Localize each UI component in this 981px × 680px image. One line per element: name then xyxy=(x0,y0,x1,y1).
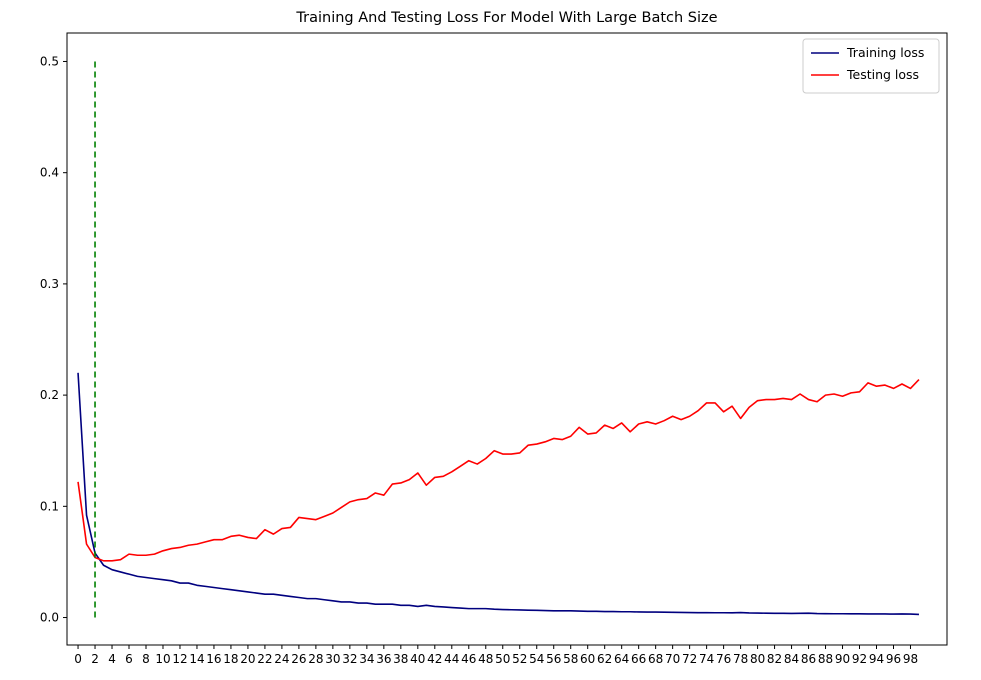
y-tick-label: 0.0 xyxy=(40,611,59,625)
x-tick-label: 54 xyxy=(529,652,544,666)
y-tick-label: 0.4 xyxy=(40,166,59,180)
y-axis: 0.0 0.1 0.2 0.3 0.4 0.5 xyxy=(40,54,67,625)
x-tick-label: 66 xyxy=(631,652,646,666)
x-tick-label: 12 xyxy=(172,652,187,666)
x-tick-label: 22 xyxy=(257,652,272,666)
x-tick-label: 92 xyxy=(852,652,867,666)
legend: Training loss Testing loss xyxy=(802,38,940,94)
x-tick-label: 14 xyxy=(189,652,204,666)
x-tick-label: 52 xyxy=(512,652,527,666)
legend-label: Training loss xyxy=(846,45,924,60)
x-tick-label: 64 xyxy=(614,652,629,666)
x-tick-label: 48 xyxy=(478,652,493,666)
y-tick-label: 0.1 xyxy=(40,499,59,513)
y-tick-label: 0.3 xyxy=(40,277,59,291)
x-tick-label: 20 xyxy=(240,652,255,666)
x-tick-label: 58 xyxy=(563,652,578,666)
x-tick-label: 38 xyxy=(393,652,408,666)
x-tick-label: 42 xyxy=(427,652,442,666)
x-tick-label: 40 xyxy=(410,652,425,666)
x-tick-label: 90 xyxy=(835,652,850,666)
x-tick-label: 16 xyxy=(206,652,221,666)
chart-title: Training And Testing Loss For Model With… xyxy=(295,10,717,26)
x-tick-label: 4 xyxy=(108,652,116,666)
x-tick-label: 32 xyxy=(342,652,357,666)
x-tick-label: 60 xyxy=(580,652,595,666)
x-tick-label: 8 xyxy=(142,652,150,666)
x-axis: 0 2 4 6 8 10 12 14 16 18 20 22 24 26 28 30 32 34 36 38 40 42 4… xyxy=(74,645,918,666)
x-tick-label: 26 xyxy=(291,652,306,666)
x-tick-label: 50 xyxy=(495,652,510,666)
x-tick-label: 28 xyxy=(308,652,323,666)
x-tick-label: 0 xyxy=(74,652,82,666)
x-tick-label: 76 xyxy=(716,652,731,666)
testing-loss-line xyxy=(77,378,920,562)
y-tick-label: 0.2 xyxy=(40,388,59,402)
x-tick-label: 34 xyxy=(359,652,374,666)
legend-label: Testing loss xyxy=(846,67,919,82)
x-tick-label: 82 xyxy=(767,652,782,666)
x-tick-label: 24 xyxy=(274,652,289,666)
x-tick-label: 44 xyxy=(444,652,459,666)
x-tick-label: 56 xyxy=(546,652,561,666)
x-tick-label: 72 xyxy=(682,652,697,666)
x-tick-label: 88 xyxy=(818,652,833,666)
x-tick-label: 68 xyxy=(648,652,663,666)
y-tick-label: 0.5 xyxy=(40,54,59,68)
x-tick-label: 86 xyxy=(801,652,816,666)
axes-frame xyxy=(66,32,948,646)
series-layer xyxy=(77,61,920,618)
x-tick-label: 10 xyxy=(155,652,170,666)
x-tick-label: 98 xyxy=(903,652,918,666)
x-tick-label: 6 xyxy=(125,652,133,666)
x-tick-label: 84 xyxy=(784,652,799,666)
x-tick-label: 46 xyxy=(461,652,476,666)
x-tick-label: 62 xyxy=(597,652,612,666)
training-loss-line xyxy=(77,372,920,616)
x-tick-label: 78 xyxy=(733,652,748,666)
x-tick-label: 80 xyxy=(750,652,765,666)
plot-area xyxy=(66,32,948,646)
x-tick-label: 74 xyxy=(699,652,714,666)
x-tick-label: 70 xyxy=(665,652,680,666)
x-tick-label: 2 xyxy=(91,652,99,666)
x-tick-label: 94 xyxy=(869,652,884,666)
x-tick-label: 30 xyxy=(325,652,340,666)
x-tick-label: 18 xyxy=(223,652,238,666)
x-tick-label: 96 xyxy=(886,652,901,666)
x-tick-label: 36 xyxy=(376,652,391,666)
